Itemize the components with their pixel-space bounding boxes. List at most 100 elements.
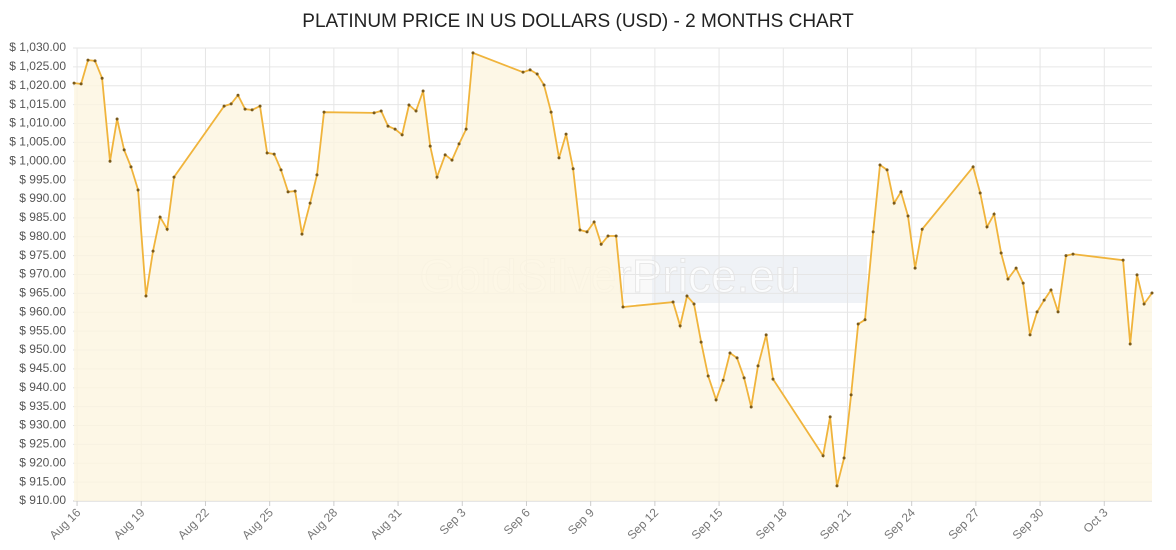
y-tick-label: $ 1,025.00 (9, 59, 66, 73)
y-tick-label: $ 970.00 (19, 267, 66, 281)
point (72, 81, 76, 85)
point (992, 212, 996, 216)
point (735, 356, 739, 360)
point (985, 225, 989, 229)
point (1135, 273, 1139, 277)
point (1150, 291, 1154, 295)
point (578, 228, 582, 232)
point (771, 377, 775, 381)
y-tick-label: $ 940.00 (19, 380, 66, 394)
point (165, 227, 169, 231)
point (699, 340, 703, 344)
y-tick-label: $ 1,020.00 (9, 78, 66, 92)
point (308, 201, 312, 205)
point (236, 93, 240, 97)
point (243, 107, 247, 111)
x-tick-label: Sep 15 (689, 505, 726, 542)
point (428, 144, 432, 148)
point (151, 249, 155, 253)
point (564, 132, 568, 136)
y-tick-label: $ 920.00 (19, 455, 66, 469)
point (258, 104, 262, 108)
point (764, 333, 768, 337)
x-tick-label: Sep 30 (1010, 505, 1047, 542)
point (222, 104, 226, 108)
point (756, 364, 760, 368)
point (1121, 258, 1125, 262)
point (571, 167, 575, 171)
point (978, 191, 982, 195)
point (913, 266, 917, 270)
point (685, 294, 689, 298)
point (892, 201, 896, 205)
point (706, 374, 710, 378)
point (93, 59, 97, 63)
chart-title: PLATINUM PRICE IN US DOLLARS (USD) - 2 M… (302, 11, 854, 32)
y-tick-label: $ 1,015.00 (9, 97, 66, 111)
point (585, 230, 589, 234)
y-tick-label: $ 945.00 (19, 361, 66, 375)
point (86, 58, 90, 62)
point (828, 415, 832, 419)
y-tick-label: $ 985.00 (19, 210, 66, 224)
point (899, 190, 903, 194)
x-tick-label: Aug 28 (303, 505, 340, 542)
point (158, 215, 162, 219)
x-tick-label: Sep 6 (501, 505, 533, 537)
x-tick-label: Sep 3 (437, 505, 469, 537)
point (749, 405, 753, 409)
x-tick-label: Sep 9 (565, 505, 597, 537)
point (464, 127, 468, 131)
point (129, 165, 133, 169)
point (293, 189, 297, 193)
point (1128, 342, 1132, 346)
point (521, 70, 525, 74)
point (1028, 333, 1032, 337)
point (421, 89, 425, 93)
point (1035, 310, 1039, 314)
point (906, 214, 910, 218)
point (108, 159, 112, 163)
y-tick-label: $ 975.00 (19, 248, 66, 262)
point (315, 173, 319, 177)
point (379, 109, 383, 113)
point (721, 378, 725, 382)
y-tick-label: $ 950.00 (19, 342, 66, 356)
point (115, 117, 119, 121)
y-tick-label: $ 915.00 (19, 474, 66, 488)
point (849, 393, 853, 397)
point (614, 234, 618, 238)
point (714, 398, 718, 402)
point (443, 153, 447, 157)
y-tick-label: $ 925.00 (19, 437, 66, 451)
point (122, 148, 126, 152)
y-tick-label: $ 965.00 (19, 286, 66, 300)
point (971, 165, 975, 169)
x-tick-label: Oct 3 (1080, 505, 1110, 535)
x-tick-label: Sep 18 (753, 505, 790, 542)
point (606, 234, 610, 238)
point (414, 109, 418, 113)
point (863, 318, 867, 322)
point (1064, 254, 1068, 258)
y-tick-label: $ 995.00 (19, 172, 66, 186)
point (435, 175, 439, 179)
point (671, 300, 675, 304)
point (528, 68, 532, 72)
point (999, 251, 1003, 255)
y-tick-label: $ 1,030.00 (9, 40, 66, 54)
y-tick-label: $ 1,000.00 (9, 153, 66, 167)
point (1021, 281, 1025, 285)
point (728, 351, 732, 355)
point (592, 220, 596, 224)
point (372, 111, 376, 115)
point (300, 232, 304, 236)
y-tick-label: $ 935.00 (19, 399, 66, 413)
point (322, 110, 326, 114)
point (920, 227, 924, 231)
point (386, 124, 390, 128)
x-tick-label: Sep 27 (945, 505, 982, 542)
point (272, 152, 276, 156)
point (678, 324, 682, 328)
x-tick-label: Sep 12 (624, 505, 661, 542)
